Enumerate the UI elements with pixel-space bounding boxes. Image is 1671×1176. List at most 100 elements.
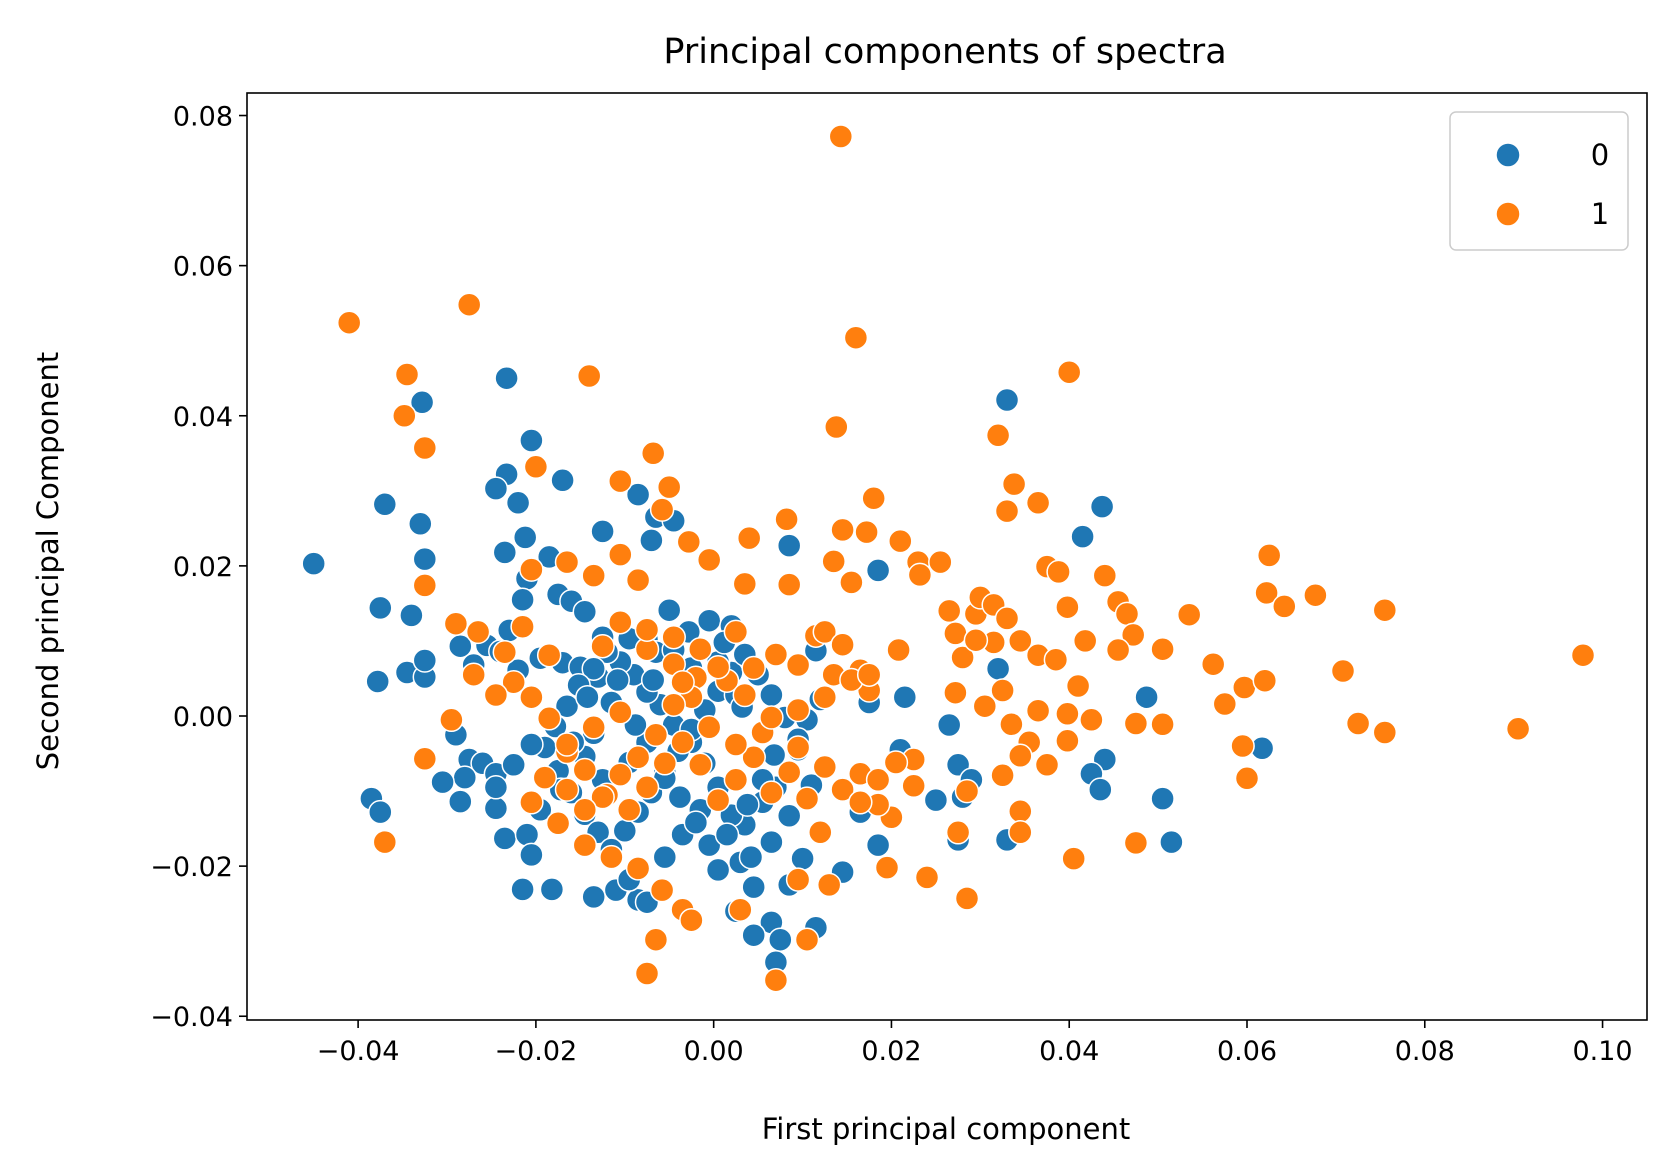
data-point-series-1 xyxy=(608,609,633,635)
data-point-series-1 xyxy=(936,598,962,624)
data-point-series-0 xyxy=(741,874,766,900)
data-point-series-1 xyxy=(676,529,702,555)
data-point-series-1 xyxy=(1252,668,1278,693)
data-point-series-1 xyxy=(625,567,651,593)
data-point-series-1 xyxy=(1105,637,1131,663)
data-point-series-1 xyxy=(886,637,911,663)
x-axis-title: First principal component xyxy=(762,1112,1131,1146)
data-point-series-0 xyxy=(550,468,575,493)
data-point-series-1 xyxy=(545,811,571,836)
data-point-series-1 xyxy=(705,654,731,680)
data-point-series-1 xyxy=(679,907,704,933)
data-point-series-1 xyxy=(652,751,678,776)
data-point-series-1 xyxy=(785,867,811,892)
data-point-series-1 xyxy=(741,745,766,770)
data-point-series-1 xyxy=(774,507,799,532)
y-tick-label: 0.04 xyxy=(173,402,233,433)
data-point-series-1 xyxy=(759,705,784,730)
y-tick-label: 0.08 xyxy=(173,102,233,133)
data-point-series-1 xyxy=(907,562,933,588)
data-point-series-1 xyxy=(763,967,789,993)
y-axis-ticks: −0.04 −0.02 0.00 0.02 0.04 0.06 0.08 xyxy=(150,102,247,1033)
x-axis-ticks: −0.04 −0.02 0.00 0.02 0.04 0.06 0.08 0.10 xyxy=(317,1020,1633,1067)
data-point-series-0 xyxy=(656,597,682,623)
data-point-series-1 xyxy=(794,786,820,811)
data-point-series-1 xyxy=(461,662,486,687)
data-point-series-1 xyxy=(439,707,464,733)
x-tick-label: 0.08 xyxy=(1395,1036,1455,1067)
data-point-series-0 xyxy=(554,693,580,719)
data-point-series-0 xyxy=(994,387,1020,413)
y-tick-label: 0.06 xyxy=(173,252,233,283)
data-point-series-1 xyxy=(821,549,846,574)
data-point-series-0 xyxy=(399,603,424,628)
data-point-series-1 xyxy=(688,752,713,778)
data-point-series-0 xyxy=(510,587,535,612)
y-axis-title: Second principal Component xyxy=(31,352,65,771)
data-point-series-0 xyxy=(365,669,390,694)
data-point-series-0 xyxy=(368,595,393,621)
data-point-series-0 xyxy=(519,428,544,453)
data-point-series-1 xyxy=(812,619,838,645)
data-point-series-1 xyxy=(1123,830,1149,856)
data-point-series-1 xyxy=(1092,563,1118,588)
data-point-series-0 xyxy=(539,877,565,902)
data-point-series-0 xyxy=(892,684,918,710)
data-point-series-0 xyxy=(572,599,598,624)
legend-box xyxy=(1449,111,1629,251)
data-point-series-1 xyxy=(501,669,526,695)
data-point-series-1 xyxy=(1008,743,1033,769)
data-point-series-1 xyxy=(1055,701,1080,727)
data-point-series-1 xyxy=(1025,698,1051,723)
data-point-series-1 xyxy=(1025,490,1051,516)
data-point-series-1 xyxy=(608,468,633,494)
data-point-series-1 xyxy=(843,325,869,350)
data-point-series-1 xyxy=(794,927,820,952)
data-point-series-1 xyxy=(519,790,544,815)
x-tick-label: 0.04 xyxy=(1039,1036,1099,1067)
data-point-series-1 xyxy=(394,362,420,387)
data-point-series-0 xyxy=(1159,829,1184,855)
data-point-series-1 xyxy=(972,693,998,719)
y-tick-label: −0.04 xyxy=(150,1002,233,1033)
legend: 0 1 xyxy=(1449,111,1629,251)
data-point-series-1 xyxy=(830,632,855,657)
data-point-series-0 xyxy=(492,540,518,565)
data-point-series-0 xyxy=(605,667,630,693)
data-point-series-1 xyxy=(828,124,854,149)
data-point-series-0 xyxy=(581,656,606,681)
data-point-series-0 xyxy=(768,927,793,952)
data-point-series-1 xyxy=(785,652,811,678)
data-point-series-1 xyxy=(1114,601,1140,627)
data-point-series-1 xyxy=(523,454,549,480)
data-point-series-1 xyxy=(1034,752,1060,778)
x-tick-label: 0.06 xyxy=(1217,1036,1277,1067)
x-tick-label: 0.10 xyxy=(1572,1036,1632,1067)
data-point-series-0 xyxy=(368,799,393,825)
data-point-series-0 xyxy=(683,810,709,835)
data-point-series-1 xyxy=(572,797,598,823)
data-point-series-1 xyxy=(608,700,633,725)
data-point-series-1 xyxy=(812,754,838,780)
data-point-series-1 xyxy=(492,639,518,665)
data-point-series-1 xyxy=(1008,628,1033,654)
data-point-series-1 xyxy=(990,763,1015,788)
data-point-series-0 xyxy=(865,832,891,858)
data-point-series-1 xyxy=(785,735,811,760)
data-point-series-1 xyxy=(865,767,891,793)
data-point-series-0 xyxy=(865,558,891,583)
data-point-series-1 xyxy=(1200,651,1226,677)
data-point-series-1 xyxy=(649,877,675,903)
data-point-series-1 xyxy=(670,730,695,755)
data-point-series-0 xyxy=(412,546,438,572)
data-point-series-1 xyxy=(412,435,438,461)
data-point-series-1 xyxy=(590,633,615,659)
data-point-series-0 xyxy=(759,682,784,708)
data-point-series-1 xyxy=(656,474,682,500)
data-point-series-1 xyxy=(670,669,695,695)
series-1-points xyxy=(336,124,1596,993)
data-point-series-1 xyxy=(1056,359,1082,385)
data-point-series-1 xyxy=(688,636,713,662)
data-point-series-0 xyxy=(714,822,740,847)
data-point-series-1 xyxy=(1372,720,1398,745)
